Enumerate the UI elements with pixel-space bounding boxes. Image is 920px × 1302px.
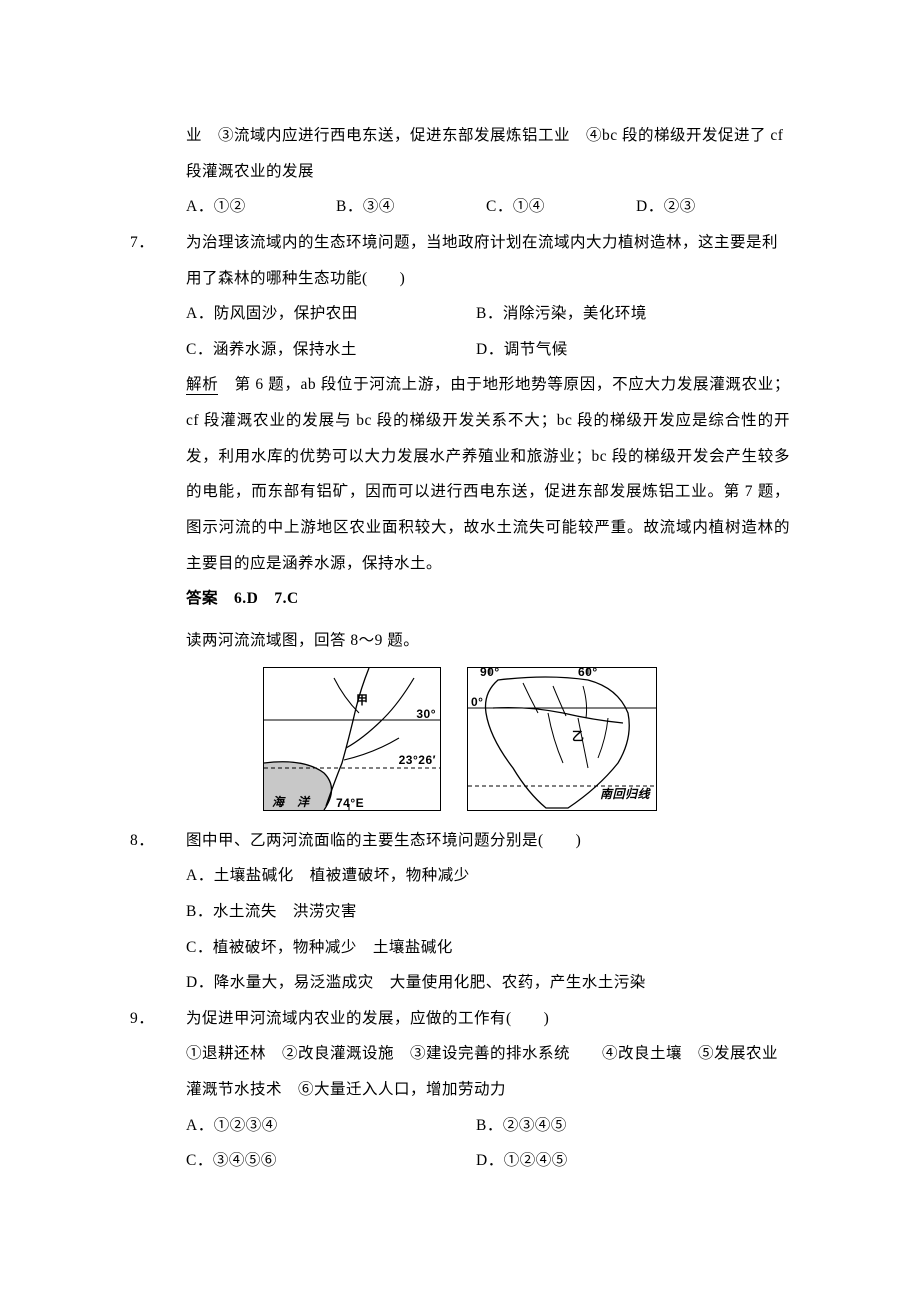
q6-opt-b: B．③④ bbox=[336, 189, 486, 225]
explanation-text: 第 6 题，ab 段位于河流上游，由于地形地势等原因，不应大力发展灌溉农业；cf… bbox=[186, 376, 790, 571]
q6-opt-d: D．②③ bbox=[636, 189, 786, 225]
q9-number: 9． bbox=[130, 1001, 154, 1037]
q8-opt-b: B．水土流失 洪涝灾害 bbox=[130, 894, 790, 930]
q8-opt-a: A．土壤盐碱化 植被遭破坏，物种减少 bbox=[130, 858, 790, 894]
map2-label-90: 90° bbox=[480, 667, 500, 678]
map1-label-30: 30° bbox=[416, 708, 436, 720]
q9-items: ①退耕还林 ②改良灌溉设施 ③建设完善的排水系统 ④改良土壤 ⑤发展农业灌溉节水… bbox=[130, 1036, 790, 1107]
map-jia: 甲 30° 23°26′ 海 洋 74°E bbox=[263, 667, 441, 811]
q7-opt-b: B．消除污染，美化环境 bbox=[476, 296, 726, 332]
map1-label-lon: 74°E bbox=[336, 797, 364, 809]
q8-number: 8． bbox=[130, 823, 154, 859]
q9-options-row2: C．③④⑤⑥ D．①②④⑤ bbox=[130, 1143, 790, 1179]
lead-89: 读两河流流域图，回答 8～9 题。 bbox=[130, 623, 790, 659]
q7-number: 7． bbox=[130, 225, 154, 261]
q9-opt-b: B．②③④⑤ bbox=[476, 1108, 726, 1144]
q9-opt-c: C．③④⑤⑥ bbox=[186, 1143, 476, 1179]
q7-opt-c: C．涵养水源，保持水土 bbox=[186, 332, 476, 368]
map1-label-tropic: 23°26′ bbox=[399, 754, 436, 766]
map2-label-yi: 乙 bbox=[572, 730, 585, 742]
q6-opt-c: C．①④ bbox=[486, 189, 636, 225]
q9-options-row1: A．①②③④ B．②③④⑤ bbox=[130, 1108, 790, 1144]
q7-stem-text: 为治理该流域内的生态环境问题，当地政府计划在流域内大力植树造林，这主要是利用了森… bbox=[186, 234, 778, 287]
q7-stem: 7． 为治理该流域内的生态环境问题，当地政府计划在流域内大力植树造林，这主要是利… bbox=[130, 225, 790, 296]
q7-opt-d: D．调节气候 bbox=[476, 332, 726, 368]
q6-options: A．①② B．③④ C．①④ D．②③ bbox=[130, 189, 790, 225]
explanation-67: 解析 第 6 题，ab 段位于河流上游，由于地形地势等原因，不应大力发展灌溉农业… bbox=[130, 367, 790, 581]
q8-opt-c: C．植被破坏，物种减少 土壤盐碱化 bbox=[130, 930, 790, 966]
map2-label-tropic: 南回归线 bbox=[600, 788, 650, 800]
q8-opt-d: D．降水量大，易泛滥成灾 大量使用化肥、农药，产生水土污染 bbox=[130, 965, 790, 1001]
explanation-label: 解析 bbox=[186, 376, 218, 395]
q9-stem-text: 为促进甲河流域内农业的发展，应做的工作有( ) bbox=[186, 1010, 549, 1027]
q7-opt-a: A．防风固沙，保护农田 bbox=[186, 296, 476, 332]
q9-opt-a: A．①②③④ bbox=[186, 1108, 476, 1144]
q6-continuation: 业 ③流域内应进行西电东送，促进东部发展炼铝工业 ④bc 段的梯级开发促进了 c… bbox=[130, 118, 790, 189]
map1-label-ocean: 海 洋 bbox=[272, 796, 310, 808]
q6-opt-a: A．①② bbox=[186, 189, 336, 225]
map2-label-0: 0° bbox=[471, 696, 483, 708]
maps-figure: 甲 30° 23°26′ 海 洋 74°E bbox=[130, 659, 790, 823]
map1-label-jia: 甲 bbox=[356, 694, 369, 706]
q7-options-row2: C．涵养水源，保持水土 D．调节气候 bbox=[130, 332, 790, 368]
q9-stem: 9． 为促进甲河流域内农业的发展，应做的工作有( ) bbox=[130, 1001, 790, 1037]
q9-opt-d: D．①②④⑤ bbox=[476, 1143, 726, 1179]
document-page: 业 ③流域内应进行西电东送，促进东部发展炼铝工业 ④bc 段的梯级开发促进了 c… bbox=[0, 0, 920, 1239]
map-yi: 90° 60° 0° 乙 南回归线 bbox=[467, 667, 657, 811]
map2-label-60: 60° bbox=[578, 667, 598, 678]
q8-stem-text: 图中甲、乙两河流面临的主要生态环境问题分别是( ) bbox=[186, 832, 581, 849]
q7-options-row1: A．防风固沙，保护农田 B．消除污染，美化环境 bbox=[130, 296, 790, 332]
q8-stem: 8． 图中甲、乙两河流面临的主要生态环境问题分别是( ) bbox=[130, 823, 790, 859]
answer-67: 答案 6.D 7.C bbox=[130, 581, 790, 617]
